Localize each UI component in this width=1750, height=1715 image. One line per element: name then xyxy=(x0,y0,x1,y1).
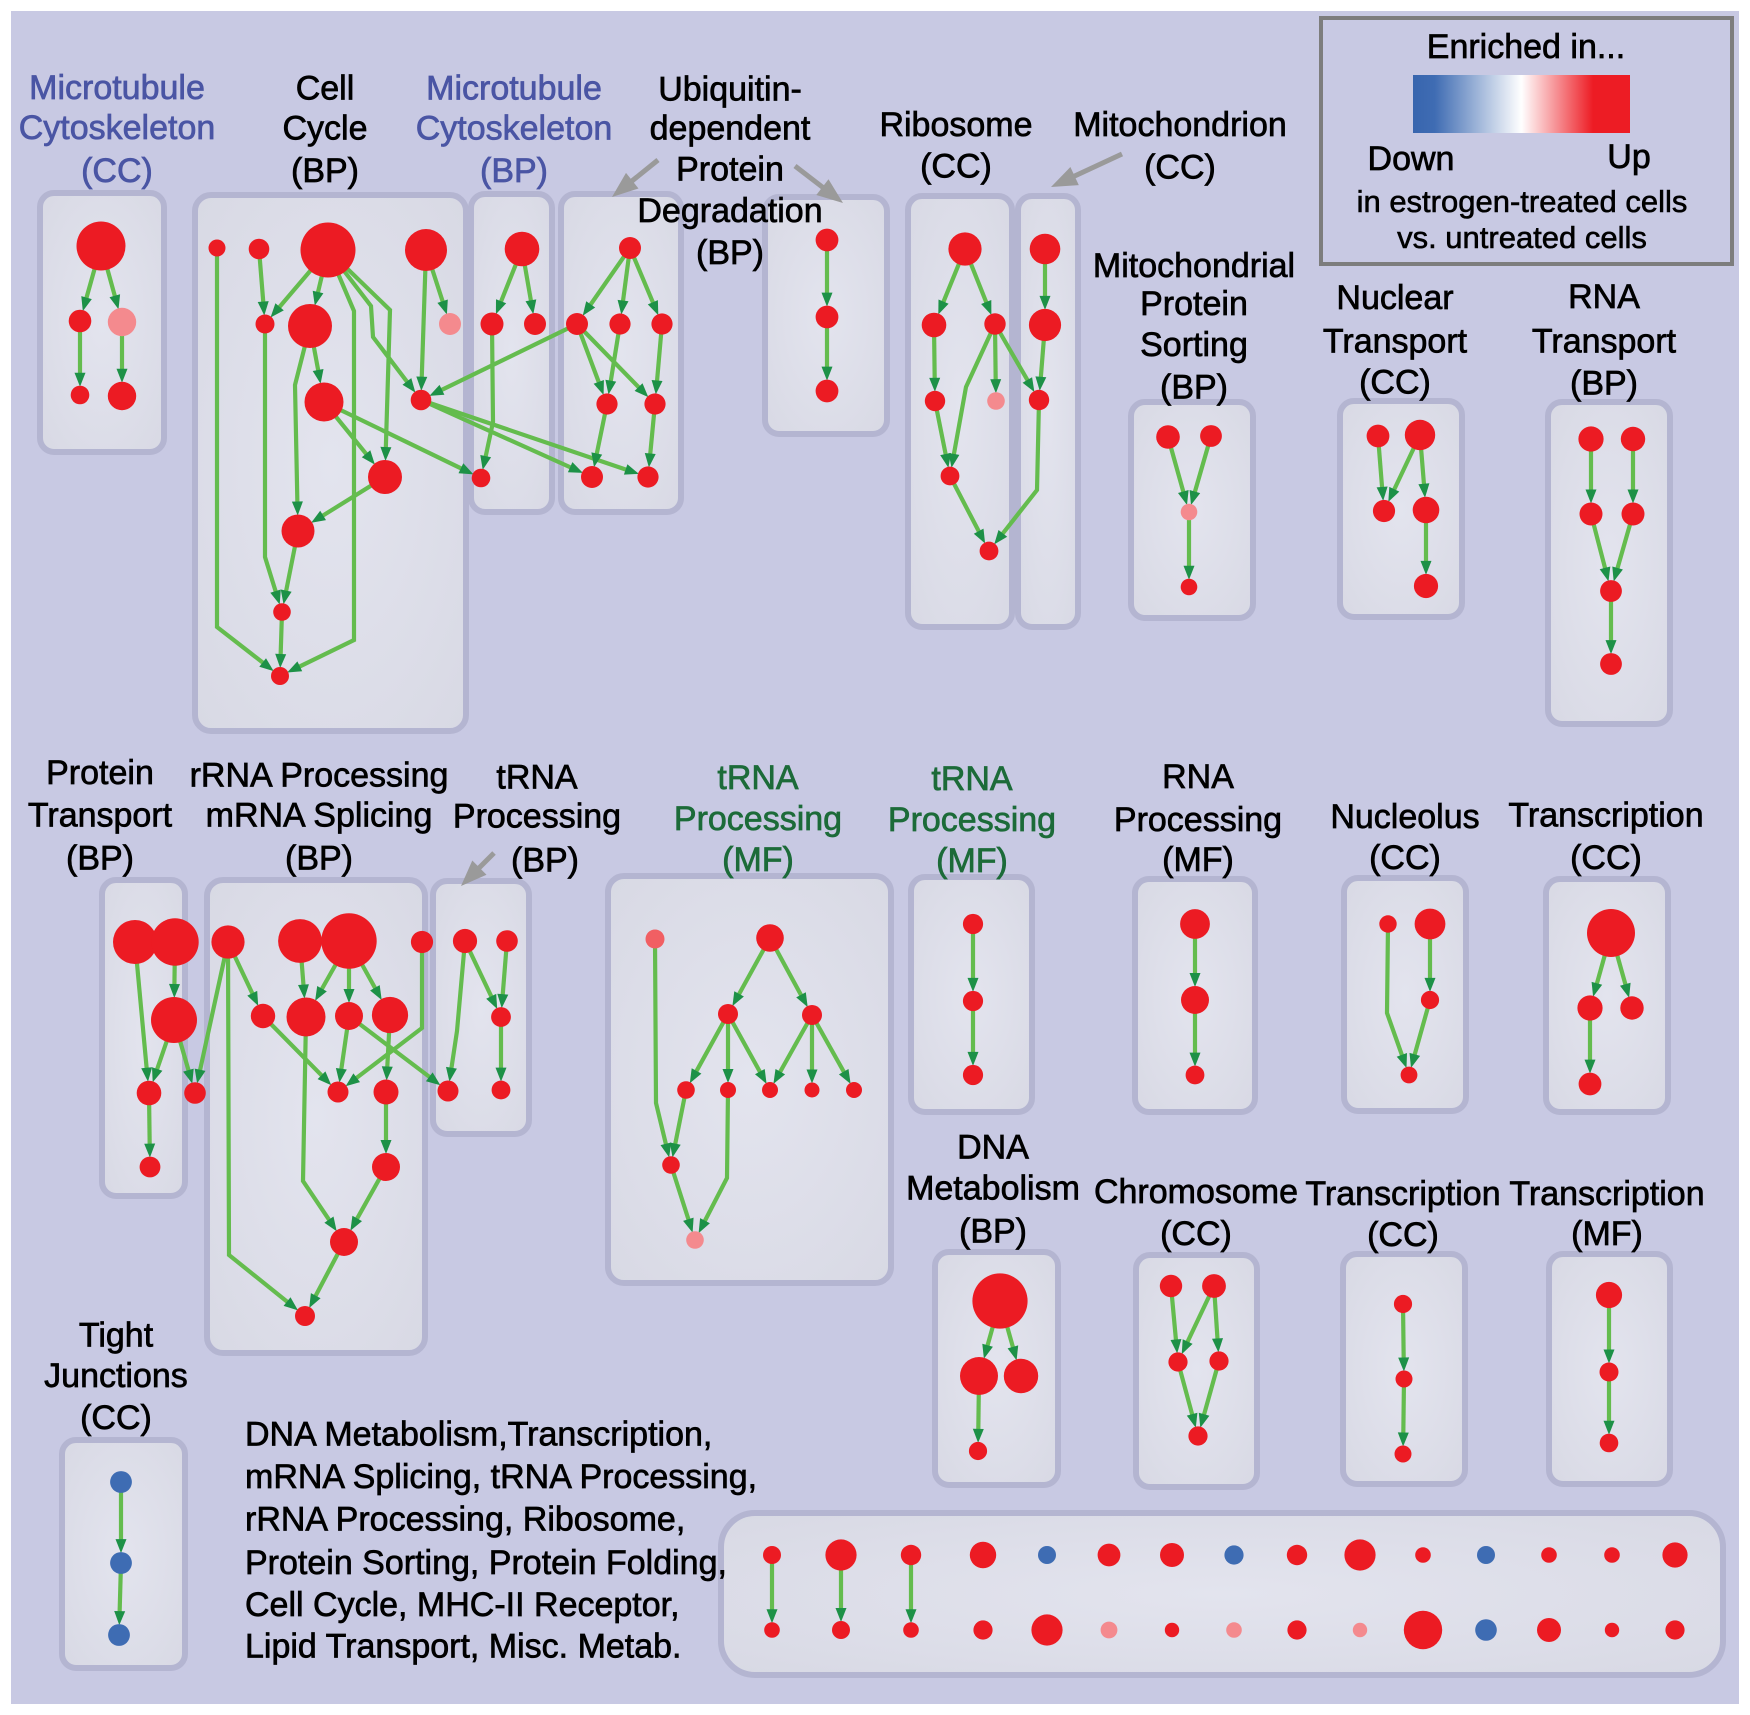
svg-text:Processing: Processing xyxy=(674,800,842,838)
svg-text:Cytoskeleton: Cytoskeleton xyxy=(19,109,216,147)
svg-text:Protein: Protein xyxy=(1140,285,1248,323)
svg-text:Transcription: Transcription xyxy=(1305,1175,1500,1213)
svg-text:(BP): (BP) xyxy=(1570,365,1638,403)
svg-text:Ubiquitin-: Ubiquitin- xyxy=(658,70,802,108)
svg-text:(CC): (CC) xyxy=(1570,839,1642,877)
svg-text:(MF): (MF) xyxy=(722,841,794,879)
svg-text:Cycle: Cycle xyxy=(282,110,367,148)
svg-text:tRNA: tRNA xyxy=(496,758,578,796)
svg-text:(BP): (BP) xyxy=(285,840,353,878)
svg-text:Metabolism: Metabolism xyxy=(906,1169,1080,1207)
svg-text:vs. untreated cells: vs. untreated cells xyxy=(1397,220,1647,255)
svg-text:RNA: RNA xyxy=(1568,278,1640,316)
svg-text:tRNA: tRNA xyxy=(931,760,1013,798)
svg-text:(CC): (CC) xyxy=(1369,839,1441,877)
svg-text:RNA: RNA xyxy=(1162,758,1234,796)
svg-text:rRNA Processing, Ribosome,: rRNA Processing, Ribosome, xyxy=(245,1501,685,1539)
svg-text:Microtubule: Microtubule xyxy=(29,69,205,107)
svg-text:Cell Cycle, MHC-II Receptor,: Cell Cycle, MHC-II Receptor, xyxy=(245,1586,680,1624)
svg-text:(MF): (MF) xyxy=(1162,841,1234,879)
svg-text:Transcription: Transcription xyxy=(1508,797,1703,835)
svg-text:(CC): (CC) xyxy=(1359,364,1431,402)
svg-text:(BP): (BP) xyxy=(1160,369,1228,407)
svg-text:Transcription: Transcription xyxy=(1509,1175,1704,1213)
svg-text:Down: Down xyxy=(1368,140,1455,178)
svg-text:DNA: DNA xyxy=(957,1129,1029,1167)
svg-text:Processing: Processing xyxy=(888,801,1056,839)
svg-text:dependent: dependent xyxy=(650,110,811,148)
svg-text:Sorting: Sorting xyxy=(1140,326,1248,364)
svg-text:Protein: Protein xyxy=(46,754,154,792)
svg-text:Transport: Transport xyxy=(28,797,173,835)
svg-text:Protein Sorting, Protein Foldi: Protein Sorting, Protein Folding, xyxy=(245,1544,727,1582)
svg-text:(CC): (CC) xyxy=(920,148,992,186)
svg-text:(BP): (BP) xyxy=(696,234,764,272)
svg-text:(MF): (MF) xyxy=(936,842,1008,880)
svg-text:DNA Metabolism,Transcription,: DNA Metabolism,Transcription, xyxy=(245,1415,712,1453)
svg-text:Cell: Cell xyxy=(296,70,355,108)
svg-text:(BP): (BP) xyxy=(291,152,359,190)
svg-text:Junctions: Junctions xyxy=(44,1357,188,1395)
svg-text:Chromosome: Chromosome xyxy=(1094,1173,1298,1211)
svg-text:(CC): (CC) xyxy=(1367,1216,1439,1254)
svg-text:(BP): (BP) xyxy=(480,152,548,190)
svg-text:(CC): (CC) xyxy=(1144,149,1216,187)
svg-text:Cytoskeleton: Cytoskeleton xyxy=(416,110,613,148)
svg-text:(CC): (CC) xyxy=(81,152,153,190)
svg-text:(CC): (CC) xyxy=(1160,1215,1232,1253)
svg-text:(BP): (BP) xyxy=(511,841,579,879)
svg-text:(MF): (MF) xyxy=(1571,1215,1643,1253)
svg-text:Processing: Processing xyxy=(453,798,621,836)
svg-text:Up: Up xyxy=(1607,138,1650,176)
svg-text:in estrogen-treated cells: in estrogen-treated cells xyxy=(1357,184,1688,219)
svg-text:Mitochondrion: Mitochondrion xyxy=(1073,106,1287,144)
svg-text:Enriched in...: Enriched in... xyxy=(1427,28,1625,66)
svg-text:mRNA Splicing, tRNA Processing: mRNA Splicing, tRNA Processing, xyxy=(245,1458,757,1496)
svg-text:rRNA Processing: rRNA Processing xyxy=(190,757,449,795)
svg-text:(BP): (BP) xyxy=(959,1213,1027,1251)
svg-text:Nucleolus: Nucleolus xyxy=(1330,798,1479,836)
svg-text:Lipid Transport, Misc. Metab.: Lipid Transport, Misc. Metab. xyxy=(245,1628,682,1666)
svg-text:Ribosome: Ribosome xyxy=(879,106,1032,144)
svg-text:(BP): (BP) xyxy=(66,840,134,878)
svg-text:Mitochondrial: Mitochondrial xyxy=(1093,247,1295,285)
svg-text:Degradation: Degradation xyxy=(637,192,822,230)
svg-text:Protein: Protein xyxy=(676,151,784,189)
svg-text:mRNA Splicing: mRNA Splicing xyxy=(206,797,433,835)
svg-text:Processing: Processing xyxy=(1114,801,1282,839)
svg-text:Transport: Transport xyxy=(1323,322,1468,360)
svg-text:(CC): (CC) xyxy=(80,1399,152,1437)
svg-text:tRNA: tRNA xyxy=(717,759,799,797)
svg-text:Transport: Transport xyxy=(1532,322,1677,360)
svg-text:Microtubule: Microtubule xyxy=(426,70,602,108)
svg-text:Nuclear: Nuclear xyxy=(1336,279,1453,317)
svg-text:Tight: Tight xyxy=(79,1317,154,1355)
